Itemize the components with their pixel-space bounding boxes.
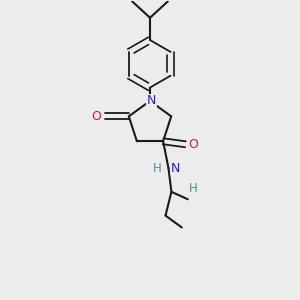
Text: N: N (171, 161, 180, 175)
Text: H: H (153, 161, 162, 175)
Text: O: O (92, 110, 101, 123)
Text: N: N (147, 94, 156, 107)
Text: H: H (189, 182, 197, 195)
Text: O: O (188, 138, 198, 151)
